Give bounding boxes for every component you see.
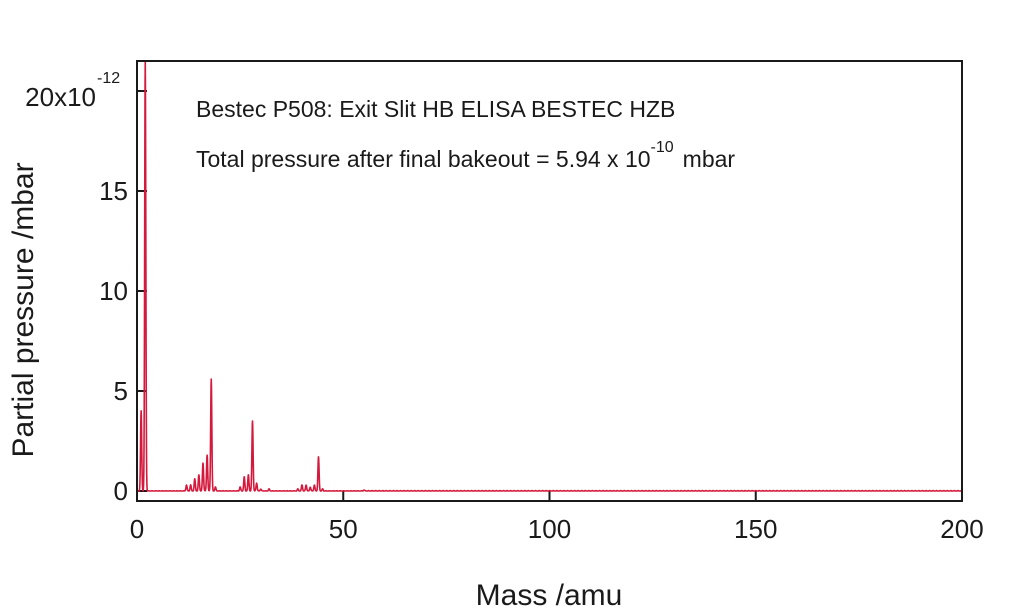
x-tick-label: 0 [130,514,144,544]
annotation-line-2-prefix: Total pressure after final bakeout = 5.9… [196,146,651,172]
y-axis-ticks: 0 5 10 15 [99,90,147,506]
x-tick-label: 150 [734,514,777,544]
x-tick-label: 50 [329,514,358,544]
x-axis-ticks: 0 50 100 150 200 [130,491,984,544]
annotation-line-2-suffix: mbar [683,146,736,172]
y-tick-label: 0 [114,476,128,506]
y-axis-title: Partial pressure /mbar [7,162,40,457]
y-tick-label: 10 [99,276,128,306]
y-tick-label: 15 [99,176,128,206]
plot-frame [136,60,963,502]
annotation-line-2-exponent: -10 [651,139,674,156]
y-tick-label: 5 [114,376,128,406]
y-scale-exponent-label: -12 [97,70,120,87]
x-tick-label: 200 [940,514,983,544]
annotation-line-1: Bestec P508: Exit Slit HB ELISA BESTEC H… [196,96,675,122]
annotation-line-2: Total pressure after final bakeout = 5.9… [196,139,735,172]
y-scale-base-label: 20x10 [25,82,96,112]
spectrum-series-line [136,60,963,492]
x-tick-label: 100 [528,514,571,544]
x-axis-title: Mass /amu [476,579,623,612]
